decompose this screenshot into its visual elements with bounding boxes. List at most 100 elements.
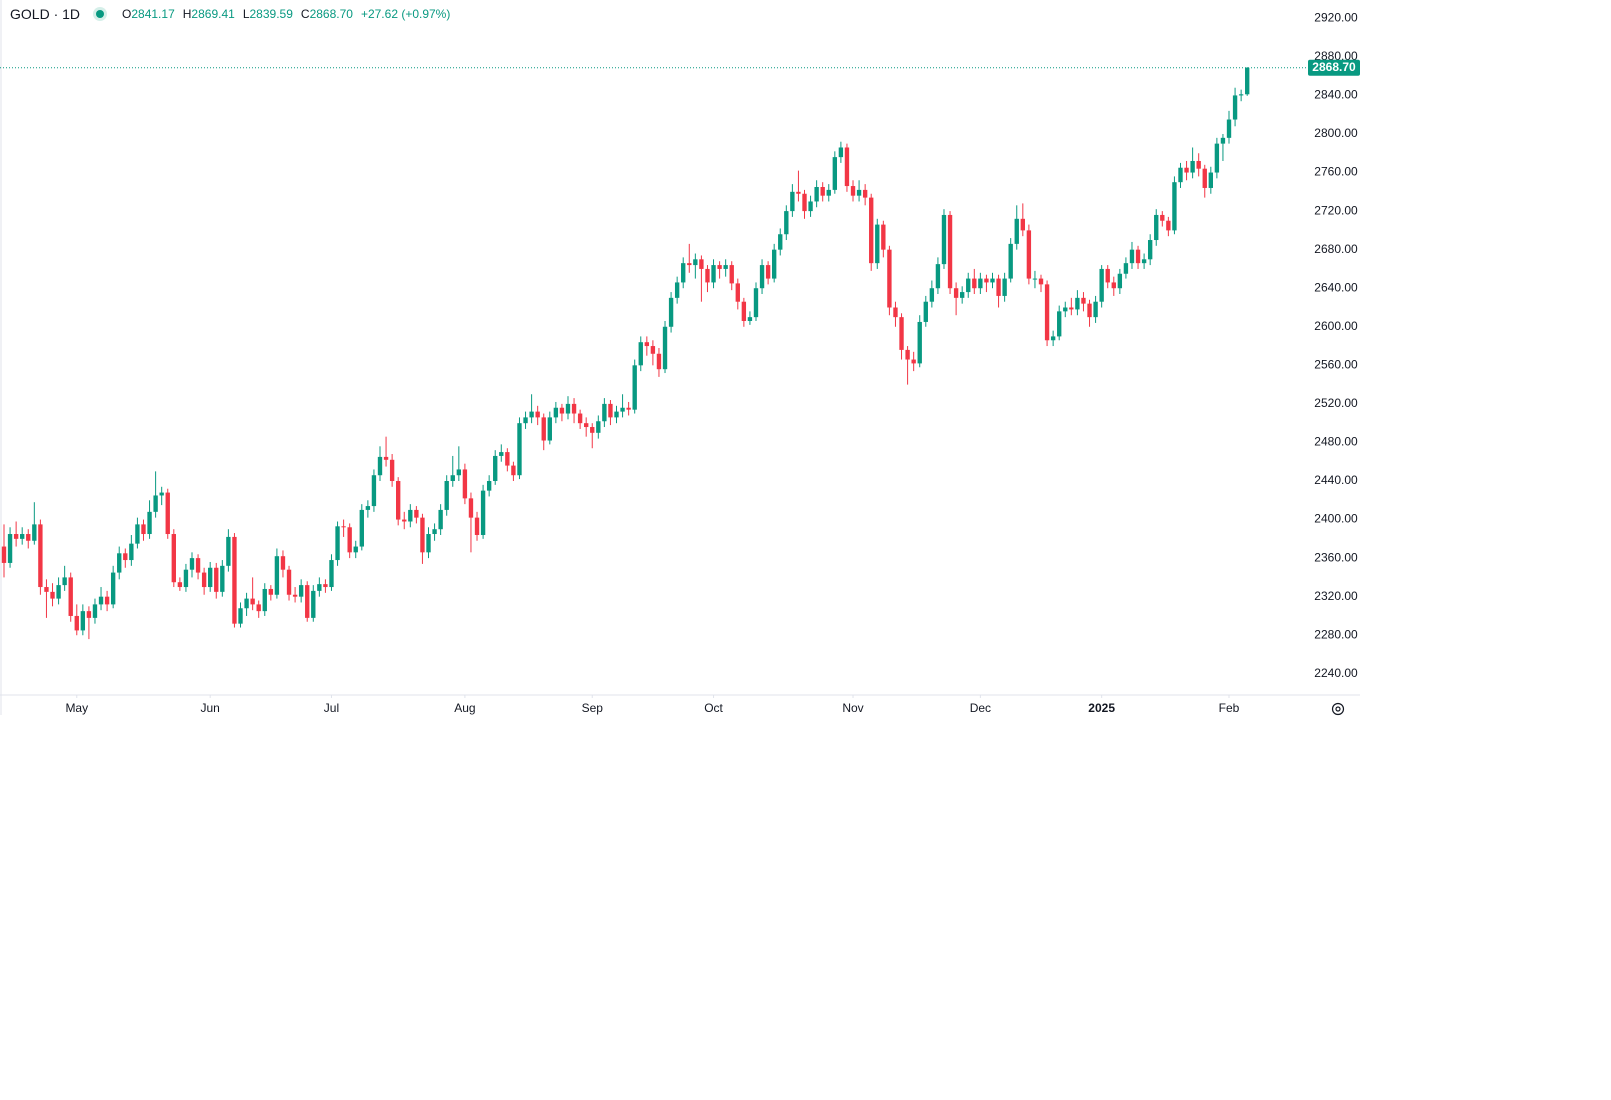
candle-body bbox=[432, 529, 437, 535]
candle-body bbox=[244, 598, 249, 609]
candle-body bbox=[602, 403, 607, 422]
candle-body bbox=[402, 519, 407, 522]
candle-body bbox=[1129, 249, 1135, 264]
settings-icon[interactable] bbox=[1331, 702, 1345, 716]
candle-body bbox=[541, 417, 546, 441]
candle-body bbox=[838, 147, 844, 158]
candle-body bbox=[238, 608, 243, 624]
candle-body bbox=[377, 456, 383, 476]
candle-body bbox=[1057, 311, 1062, 337]
candle-body bbox=[1044, 284, 1050, 341]
candle-body bbox=[759, 265, 765, 289]
candle-body bbox=[711, 265, 716, 283]
candle-body bbox=[44, 587, 49, 592]
candle-body bbox=[959, 292, 965, 298]
candle-body bbox=[1154, 214, 1159, 241]
candle-body bbox=[1099, 268, 1104, 302]
y-tick-label: 2440.00 bbox=[1314, 473, 1358, 487]
x-tick-label: Feb bbox=[1219, 701, 1240, 715]
candle-body bbox=[705, 268, 710, 283]
candle-body bbox=[1123, 263, 1129, 274]
candle-body bbox=[474, 517, 480, 535]
candle-body bbox=[796, 191, 801, 194]
candle-body bbox=[1196, 160, 1201, 169]
candle-body bbox=[978, 278, 983, 289]
candle-body bbox=[20, 534, 25, 539]
candle-body bbox=[1214, 143, 1220, 173]
candle-body bbox=[171, 534, 176, 583]
candle-body bbox=[347, 527, 352, 553]
legend-item: C2868.70 bbox=[301, 7, 353, 21]
candle-body bbox=[893, 307, 898, 318]
candle-body bbox=[1208, 172, 1213, 188]
candle-body bbox=[875, 224, 880, 264]
candle-body bbox=[329, 560, 334, 588]
candle-body bbox=[778, 234, 783, 250]
candle-body bbox=[268, 588, 274, 595]
candle-body bbox=[129, 543, 134, 561]
candle-body bbox=[1160, 214, 1165, 221]
candle-body bbox=[414, 509, 419, 518]
candle-body bbox=[553, 407, 559, 418]
candle-body bbox=[953, 288, 959, 298]
candle-body bbox=[935, 264, 941, 289]
candle-body bbox=[1026, 230, 1032, 279]
candle-body bbox=[456, 469, 462, 476]
candle-body bbox=[305, 585, 310, 618]
candle-body bbox=[365, 506, 371, 510]
legend-value: 2869.41 bbox=[191, 7, 235, 21]
x-tick-label: Sep bbox=[582, 701, 604, 715]
x-tick-label: Nov bbox=[842, 701, 863, 715]
candle-body bbox=[444, 481, 449, 510]
candle-body bbox=[984, 278, 989, 283]
candle-body bbox=[117, 553, 122, 573]
candle-body bbox=[929, 288, 935, 302]
candle-body bbox=[850, 186, 856, 196]
candle-body bbox=[990, 278, 995, 283]
candle-body bbox=[1081, 297, 1086, 304]
candle-body bbox=[1, 546, 7, 563]
candle-body bbox=[165, 492, 170, 535]
candle-body bbox=[753, 288, 759, 318]
candle-body bbox=[511, 465, 516, 476]
candle-body bbox=[596, 421, 601, 433]
candle-body bbox=[208, 567, 213, 588]
candle-body bbox=[1220, 137, 1226, 144]
candle-body bbox=[32, 524, 37, 541]
x-tick-label: Oct bbox=[704, 701, 723, 715]
y-tick-label: 2760.00 bbox=[1314, 165, 1358, 179]
candle-body bbox=[1002, 278, 1007, 296]
y-tick-label: 2640.00 bbox=[1314, 280, 1358, 294]
candle-body bbox=[74, 615, 79, 631]
y-tick-label: 2600.00 bbox=[1314, 319, 1358, 333]
candles bbox=[1, 67, 1250, 640]
candle-body bbox=[856, 189, 862, 196]
candle-body bbox=[68, 577, 73, 616]
candle-body bbox=[741, 301, 747, 321]
candle-body bbox=[123, 553, 128, 561]
candle-body bbox=[1202, 168, 1207, 188]
candle-body bbox=[844, 147, 850, 187]
candle-body bbox=[98, 596, 104, 605]
candle-body bbox=[1050, 336, 1056, 341]
candle-body bbox=[141, 524, 146, 535]
candle-body bbox=[699, 259, 704, 269]
candle-body bbox=[802, 193, 807, 212]
candle-body bbox=[1014, 218, 1019, 244]
candle-body bbox=[256, 604, 261, 612]
candle-body bbox=[735, 283, 740, 302]
candle-body bbox=[7, 534, 13, 563]
candle-body bbox=[608, 403, 613, 418]
x-tick-label: Aug bbox=[454, 701, 475, 715]
legend-key: L bbox=[242, 7, 250, 21]
candle-body bbox=[159, 492, 164, 496]
candle-body bbox=[584, 423, 589, 428]
candle-body bbox=[905, 349, 910, 360]
candle-body bbox=[62, 577, 67, 586]
status-dot bbox=[96, 10, 105, 18]
candle-body bbox=[1238, 94, 1244, 96]
candle-body bbox=[577, 413, 583, 424]
candle-body bbox=[153, 495, 158, 512]
candle-body bbox=[38, 524, 43, 588]
candle-body bbox=[899, 317, 904, 350]
